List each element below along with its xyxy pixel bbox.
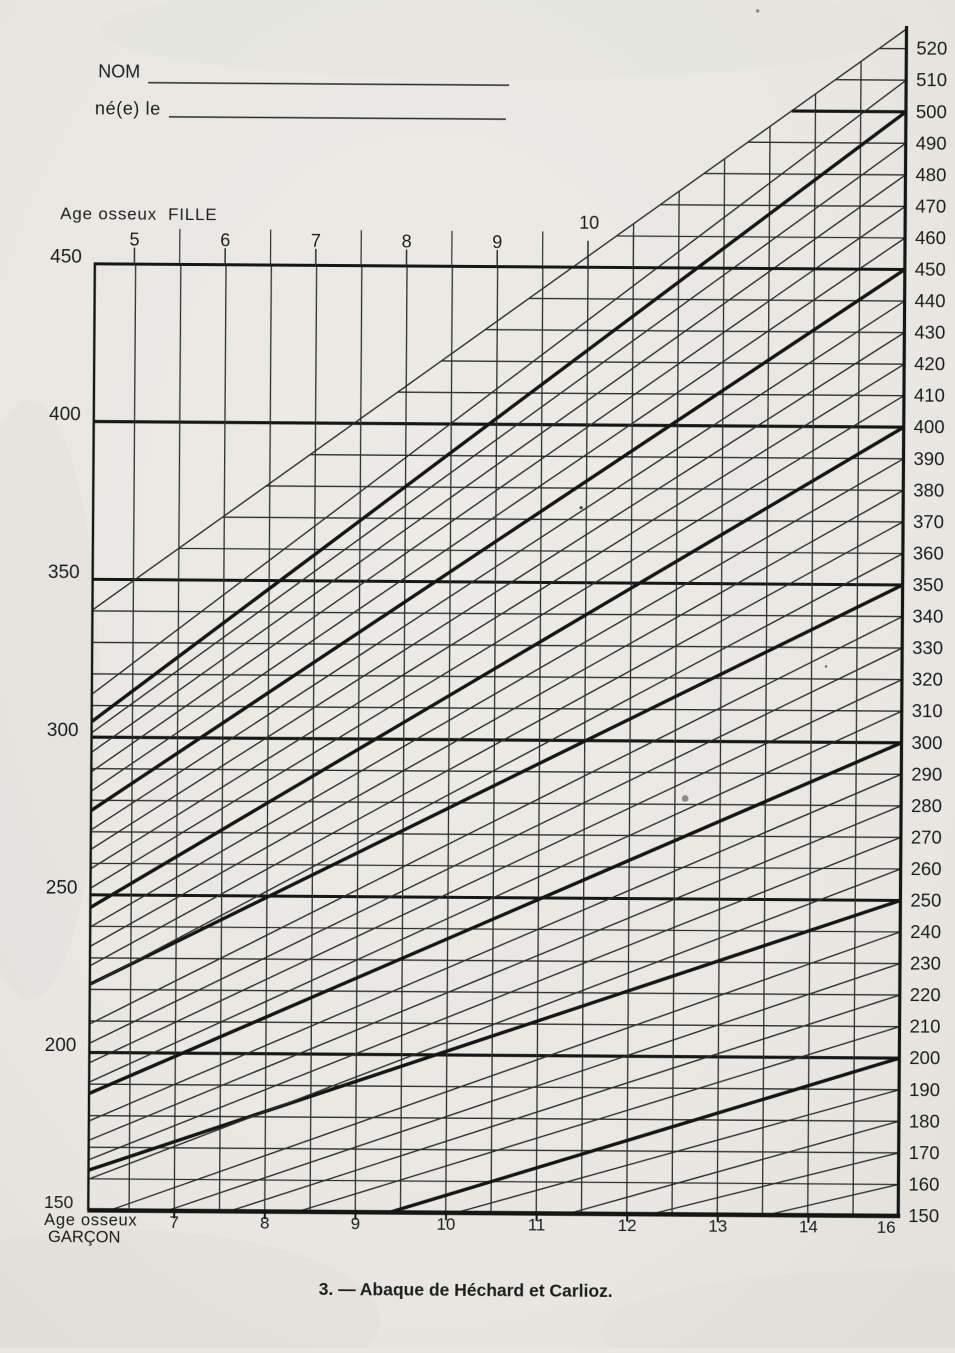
svg-text:430: 430 (914, 322, 945, 343)
svg-text:9: 9 (492, 232, 502, 252)
svg-text:210: 210 (909, 1016, 940, 1037)
svg-text:9: 9 (351, 1214, 361, 1233)
svg-text:240: 240 (910, 921, 941, 942)
svg-text:250: 250 (910, 890, 941, 911)
svg-text:480: 480 (915, 164, 946, 185)
svg-text:230: 230 (910, 953, 941, 974)
svg-text:500: 500 (916, 101, 947, 122)
svg-text:200: 200 (45, 1035, 77, 1056)
svg-text:8: 8 (402, 231, 412, 251)
svg-text:250: 250 (46, 877, 78, 898)
svg-text:290: 290 (911, 763, 942, 784)
svg-text:10: 10 (579, 213, 599, 233)
svg-text:460: 460 (915, 227, 946, 248)
svg-text:7: 7 (311, 231, 321, 251)
svg-text:360: 360 (913, 543, 944, 564)
svg-text:450: 450 (50, 247, 82, 268)
svg-text:16: 16 (877, 1218, 896, 1237)
svg-text:8: 8 (260, 1213, 270, 1232)
svg-text:7: 7 (169, 1213, 179, 1232)
svg-text:490: 490 (916, 132, 947, 153)
svg-text:280: 280 (911, 795, 942, 816)
svg-text:5: 5 (129, 230, 139, 250)
svg-text:Age osseux FILLE: Age osseux FILLE (60, 204, 217, 224)
svg-text:12: 12 (618, 1216, 637, 1235)
svg-text:300: 300 (911, 732, 942, 753)
svg-text:150: 150 (908, 1205, 939, 1226)
svg-text:14: 14 (799, 1217, 818, 1236)
svg-text:510: 510 (916, 69, 947, 90)
svg-text:420: 420 (914, 353, 945, 374)
svg-text:220: 220 (910, 984, 941, 1005)
svg-text:450: 450 (915, 259, 946, 280)
svg-text:260: 260 (911, 858, 942, 879)
svg-text:170: 170 (909, 1142, 940, 1163)
svg-text:3. — Abaque de Héchard et Carl: 3. — Abaque de Héchard et Carlioz. (319, 1279, 613, 1301)
svg-text:160: 160 (908, 1174, 939, 1195)
svg-text:270: 270 (911, 826, 942, 847)
svg-text:340: 340 (912, 606, 943, 627)
svg-text:330: 330 (912, 637, 943, 658)
svg-text:440: 440 (915, 290, 946, 311)
svg-text:380: 380 (913, 479, 944, 500)
svg-text:200: 200 (909, 1047, 940, 1068)
svg-text:410: 410 (914, 385, 945, 406)
svg-text:300: 300 (47, 720, 79, 741)
svg-text:Age osseux: Age osseux (44, 1211, 137, 1230)
svg-text:400: 400 (49, 404, 81, 425)
svg-text:10: 10 (436, 1215, 455, 1234)
svg-text:6: 6 (220, 230, 230, 250)
svg-text:13: 13 (708, 1217, 727, 1236)
svg-text:NOM: NOM (98, 61, 140, 81)
svg-text:180: 180 (909, 1110, 940, 1131)
svg-text:150: 150 (44, 1192, 74, 1212)
svg-text:né(e) le: né(e) le (95, 98, 161, 118)
svg-text:350: 350 (48, 562, 80, 583)
svg-text:310: 310 (912, 700, 943, 721)
svg-text:470: 470 (915, 195, 946, 216)
svg-text:350: 350 (913, 574, 944, 595)
svg-text:190: 190 (909, 1079, 940, 1100)
svg-text:GARÇON: GARÇON (48, 1228, 121, 1247)
svg-text:400: 400 (914, 416, 945, 437)
svg-text:370: 370 (913, 511, 944, 532)
svg-text:520: 520 (916, 38, 947, 59)
svg-text:320: 320 (912, 669, 943, 690)
svg-text:11: 11 (528, 1215, 546, 1234)
svg-text:390: 390 (913, 448, 944, 469)
